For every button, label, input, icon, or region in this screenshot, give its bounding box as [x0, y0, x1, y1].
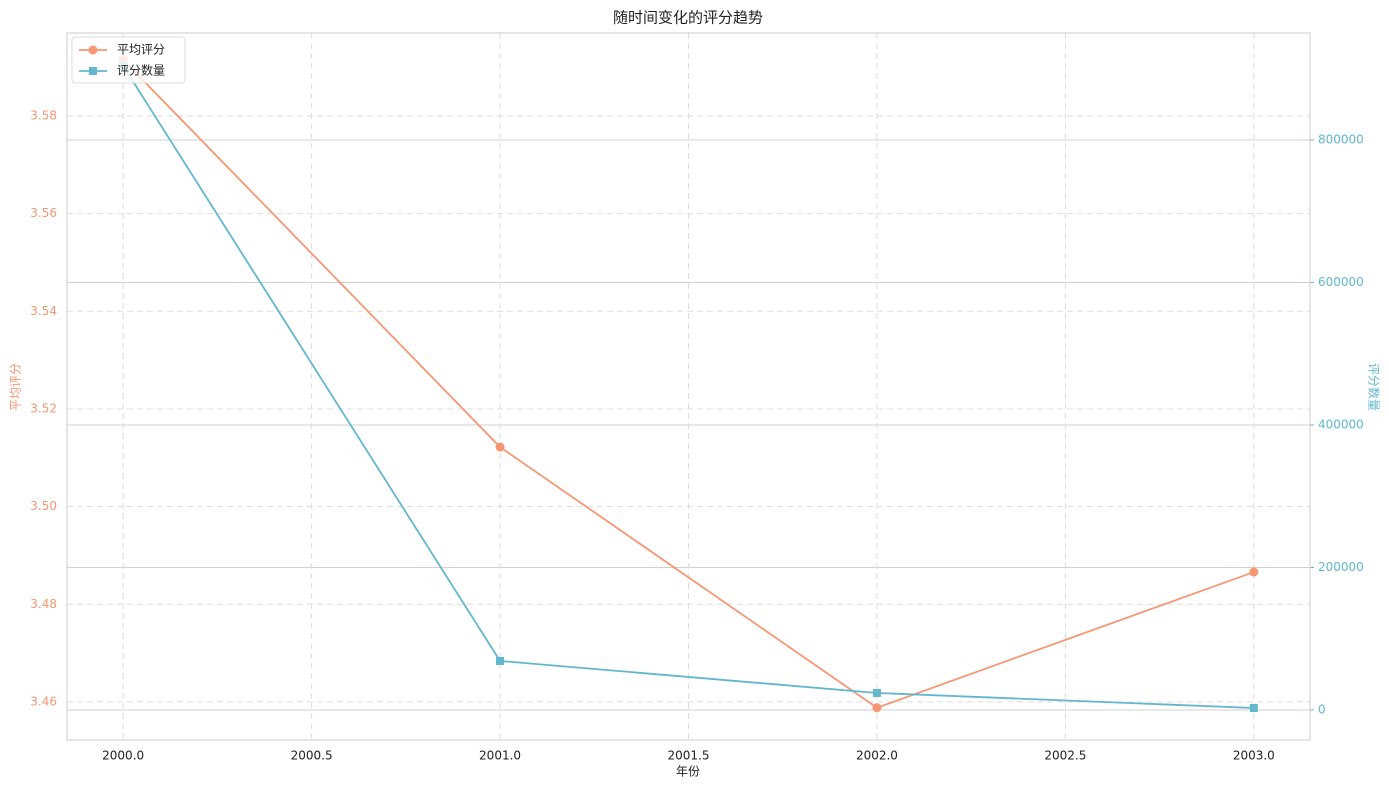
- series-line: [122, 59, 1255, 709]
- x-tick-label: 2000.0: [102, 749, 144, 763]
- y2-tick-label: 200000: [1318, 560, 1364, 574]
- legend-marker: [88, 45, 98, 55]
- x-tick-label: 2000.5: [291, 749, 333, 763]
- data-point: [496, 656, 505, 665]
- data-point: [495, 442, 505, 452]
- y-tick-label: 3.46: [30, 694, 57, 708]
- y-tick-label: 3.54: [30, 304, 57, 318]
- data-point: [1249, 567, 1259, 577]
- x-tick-label: 2001.5: [668, 749, 710, 763]
- data-point: [1249, 704, 1258, 713]
- chart-title: 随时间变化的评分趋势: [613, 9, 763, 27]
- y-tick-label: 3.52: [30, 401, 57, 415]
- y2-tick-label: 800000: [1318, 132, 1364, 146]
- x-axis-label: 年份: [676, 765, 700, 779]
- data-point: [872, 688, 881, 697]
- y-tick-label: 3.50: [30, 499, 57, 513]
- y-tick-label: 3.58: [30, 109, 57, 123]
- legend-label: 评分数量: [117, 63, 165, 78]
- x-tick-label: 2002.5: [1044, 749, 1086, 763]
- y2-tick-label: 0: [1318, 703, 1326, 717]
- data-point: [872, 703, 882, 713]
- plot-frame: [66, 32, 1311, 741]
- y2-tick-label: 600000: [1318, 275, 1364, 289]
- y2-tick-label: 400000: [1318, 417, 1364, 431]
- legend-marker: [89, 67, 97, 75]
- series-line: [122, 65, 1254, 709]
- x-tick-label: 2003.0: [1233, 749, 1275, 763]
- legend-label: 平均评分: [117, 43, 165, 57]
- y-tick-label: 3.56: [30, 206, 57, 220]
- x-tick-label: 2002.0: [856, 749, 898, 763]
- y-axis-label: 平均评分: [9, 363, 23, 411]
- y2-axis-label: 评分数量: [1367, 363, 1382, 411]
- x-tick-label: 2001.0: [479, 749, 521, 763]
- y-tick-label: 3.48: [30, 597, 57, 611]
